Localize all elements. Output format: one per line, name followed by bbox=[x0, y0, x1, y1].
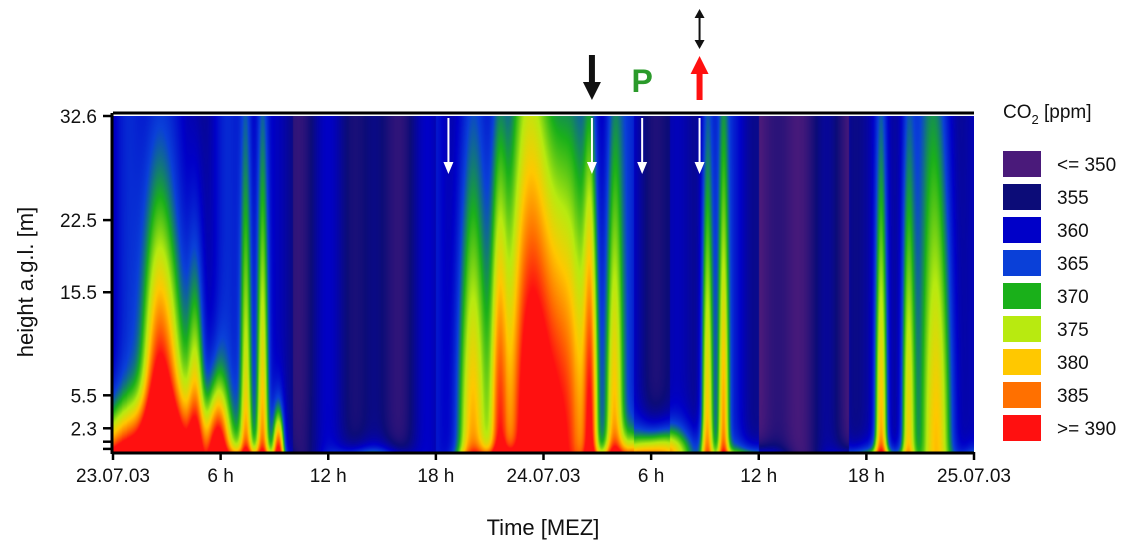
legend-swatch bbox=[1003, 415, 1041, 441]
double-arrow bbox=[694, 9, 705, 49]
black-down-arrow bbox=[582, 55, 601, 100]
legend-swatch bbox=[1003, 250, 1041, 276]
legend-entry: 365 bbox=[1003, 250, 1089, 276]
white-down-arrow bbox=[443, 118, 454, 174]
legend-label: 380 bbox=[1057, 353, 1089, 374]
white-down-arrow bbox=[637, 118, 648, 174]
legend-title: CO2 [ppm] bbox=[1003, 102, 1092, 127]
legend-entry: 360 bbox=[1003, 217, 1089, 243]
legend-entry: <= 350 bbox=[1003, 151, 1116, 177]
legend-swatch bbox=[1003, 283, 1041, 309]
legend-entry: 370 bbox=[1003, 283, 1089, 309]
y-axis-title: height a.g.l. [m] bbox=[13, 207, 38, 357]
legend-entry: 355 bbox=[1003, 184, 1089, 210]
x-tick-label: 25.07.03 bbox=[937, 466, 1011, 487]
y-tick-label: 15.5 bbox=[60, 283, 97, 304]
legend-swatch bbox=[1003, 382, 1041, 408]
legend-label: <= 350 bbox=[1057, 155, 1116, 176]
legend-entry: 385 bbox=[1003, 382, 1089, 408]
white-arrows bbox=[443, 118, 705, 174]
legend-swatch bbox=[1003, 316, 1041, 342]
legend-label: 385 bbox=[1057, 386, 1089, 407]
legend-label: 375 bbox=[1057, 320, 1089, 341]
legend: CO2 [ppm] <= 350 355 360 365 370 375 380 385 >= … bbox=[1003, 102, 1116, 441]
legend-label: 365 bbox=[1057, 254, 1089, 275]
y-axis: 32.6 22.5 15.5 5.5 2.3 bbox=[60, 107, 114, 454]
x-tick-label: 12 h bbox=[740, 466, 777, 487]
x-tick-label: 18 h bbox=[848, 466, 885, 487]
legend-swatch bbox=[1003, 217, 1041, 243]
p-marker-label: P bbox=[631, 63, 652, 99]
top-markers: P bbox=[582, 9, 709, 100]
x-tick-label: 18 h bbox=[417, 466, 454, 487]
x-axis-title: Time [MEZ] bbox=[487, 515, 600, 540]
legend-label: >= 390 bbox=[1057, 419, 1116, 440]
legend-label: 370 bbox=[1057, 287, 1089, 308]
plot-area bbox=[113, 111, 974, 452]
legend-entry: 375 bbox=[1003, 316, 1089, 342]
legend-entry: >= 390 bbox=[1003, 415, 1116, 441]
x-axis: 23.07.03 6 h 12 h 18 h 24.07.03 6 h 12 h 18 h 25… bbox=[76, 451, 1011, 487]
y-tick-label: 22.5 bbox=[60, 211, 97, 232]
x-tick-label: 6 h bbox=[638, 466, 664, 487]
heatmap-canvas bbox=[113, 116, 974, 452]
y-tick-label: 2.3 bbox=[71, 419, 97, 440]
x-tick-label: 24.07.03 bbox=[507, 466, 581, 487]
legend-label: 360 bbox=[1057, 221, 1089, 242]
red-up-arrow bbox=[690, 56, 709, 100]
legend-entry: 380 bbox=[1003, 349, 1089, 375]
legend-swatch bbox=[1003, 349, 1041, 375]
x-tick-label: 12 h bbox=[310, 466, 347, 487]
x-tick-label: 6 h bbox=[207, 466, 233, 487]
legend-swatch bbox=[1003, 151, 1041, 177]
legend-swatch bbox=[1003, 184, 1041, 210]
legend-label: 355 bbox=[1057, 188, 1089, 209]
white-down-arrow bbox=[694, 118, 705, 174]
x-tick-label: 23.07.03 bbox=[76, 466, 150, 487]
y-tick-label: 32.6 bbox=[60, 107, 97, 128]
y-tick-label: 5.5 bbox=[71, 386, 97, 407]
white-down-arrow bbox=[586, 118, 597, 174]
